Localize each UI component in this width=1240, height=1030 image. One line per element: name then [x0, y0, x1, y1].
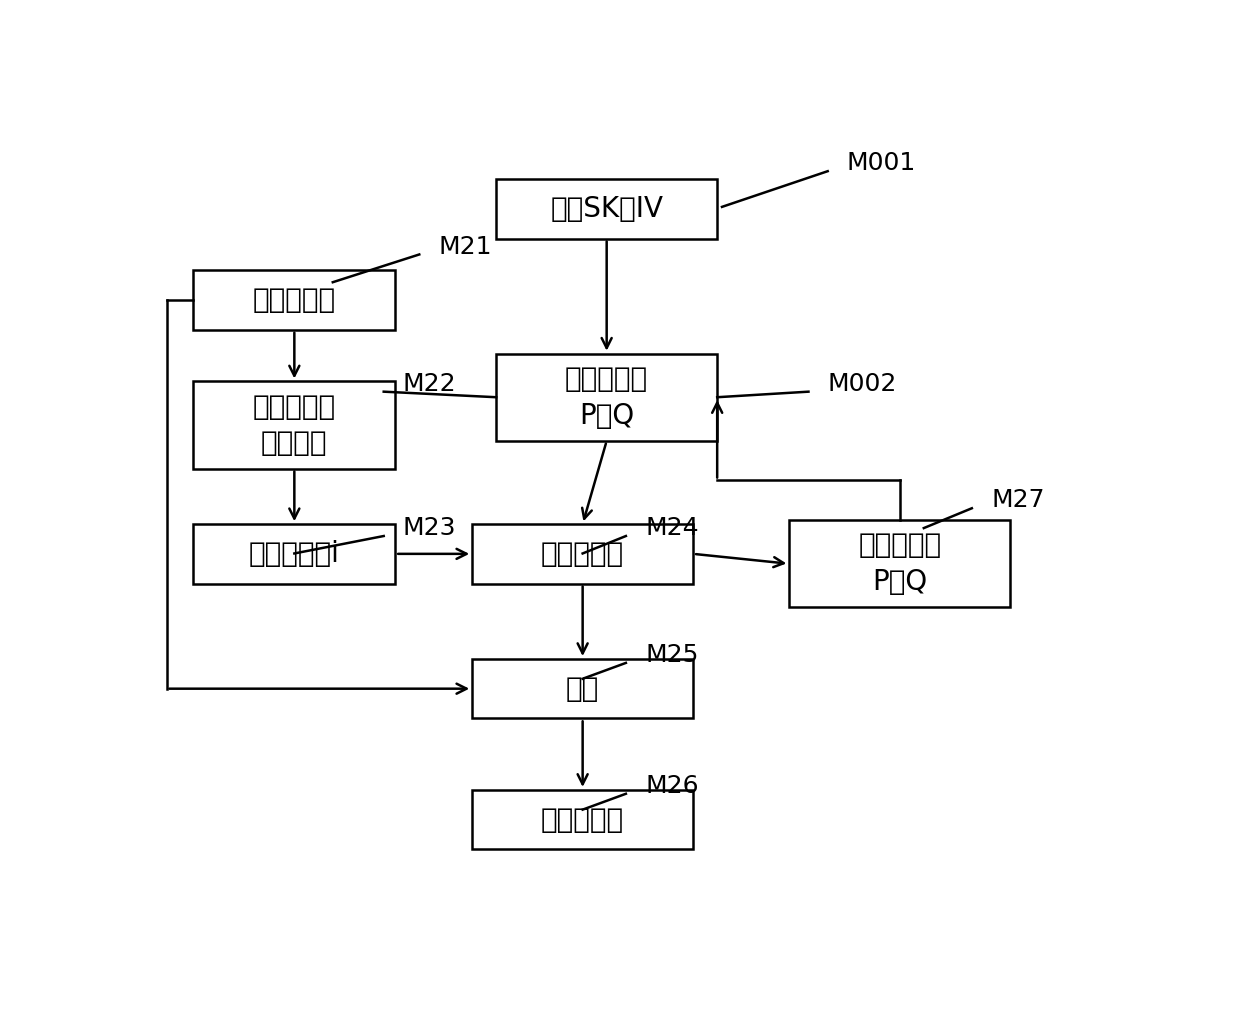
Bar — [472, 524, 693, 584]
Text: 生成起始点i: 生成起始点i — [249, 540, 340, 568]
Text: 确定SK和IV: 确定SK和IV — [551, 195, 663, 222]
Bar — [193, 524, 396, 584]
Text: 原始数据包: 原始数据包 — [541, 805, 624, 833]
Bar — [193, 381, 396, 469]
Text: 生成密钥流: 生成密钥流 — [541, 540, 624, 568]
Text: 加密数据包: 加密数据包 — [253, 286, 336, 314]
Text: 抽取序列号
和时间戳: 抽取序列号 和时间戳 — [253, 392, 336, 457]
Bar — [193, 270, 396, 330]
Text: M23: M23 — [403, 516, 456, 540]
Text: M002: M002 — [828, 372, 897, 396]
Text: M001: M001 — [847, 151, 916, 175]
Text: 建立密码表
P和Q: 建立密码表 P和Q — [565, 365, 649, 430]
Text: M22: M22 — [403, 372, 456, 396]
Text: M21: M21 — [439, 235, 492, 259]
Bar — [789, 520, 1011, 608]
Bar — [472, 659, 693, 719]
Text: M25: M25 — [645, 643, 698, 667]
Text: 更新密码表
P和Q: 更新密码表 P和Q — [858, 531, 941, 596]
Bar — [472, 790, 693, 850]
Text: M24: M24 — [645, 516, 698, 540]
Text: M26: M26 — [645, 774, 698, 798]
Text: 解密: 解密 — [565, 675, 599, 702]
Bar — [496, 353, 717, 441]
Bar — [496, 179, 717, 239]
Text: M27: M27 — [991, 488, 1044, 512]
